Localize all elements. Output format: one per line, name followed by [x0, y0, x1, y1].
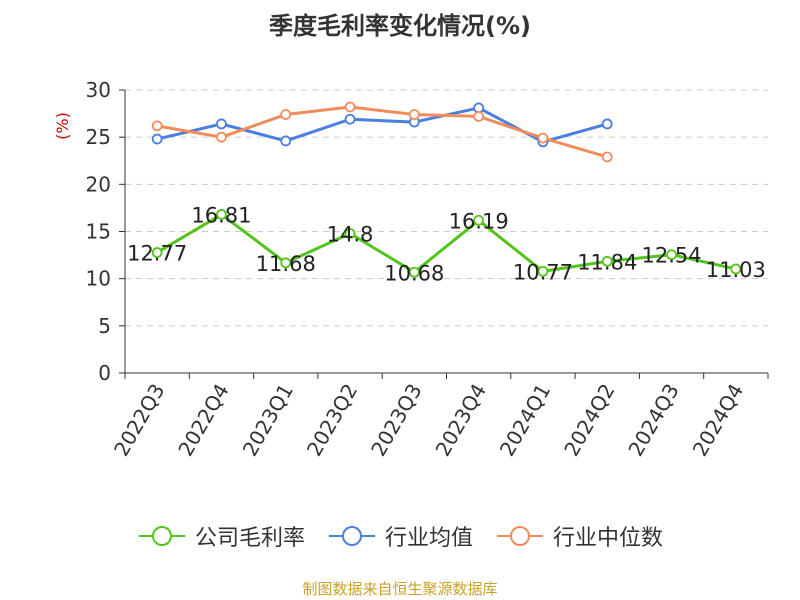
data-label: 11.84 — [577, 250, 637, 274]
data-point — [280, 257, 292, 269]
data-point — [601, 118, 613, 130]
data-point — [601, 151, 613, 163]
legend-label: 公司毛利率 — [194, 526, 305, 551]
data-point — [344, 101, 356, 113]
y-tick-label: 30 — [86, 78, 111, 102]
data-point — [216, 209, 227, 220]
x-tick-label: 2023Q1 — [238, 380, 298, 461]
data-label: 12.77 — [127, 242, 187, 266]
legend-swatch — [497, 526, 543, 546]
data-point — [344, 227, 356, 239]
legend-swatch — [138, 526, 185, 546]
legend: 公司毛利率 行业均值 行业中位数 — [0, 520, 800, 552]
legend-swatch-marker — [510, 526, 530, 546]
data-label: 12.54 — [641, 244, 701, 268]
data-point — [730, 263, 742, 275]
series-line — [156, 212, 737, 274]
chart-title: 季度毛利率变化情况(%) — [269, 12, 531, 40]
data-point — [151, 133, 163, 145]
source-note: 制图数据来自恒生聚源数据库 — [302, 580, 498, 598]
y-tick-label: 25 — [86, 125, 111, 149]
grid-layer — [125, 89, 768, 327]
legend-label: 行业中位数 — [553, 526, 664, 551]
x-tick-label: 2023Q3 — [366, 380, 426, 461]
series-layer — [151, 101, 742, 278]
data-point — [344, 113, 356, 125]
y-tick-label: 0 — [98, 361, 111, 385]
legend-swatch — [328, 526, 375, 546]
data-point — [151, 120, 163, 132]
x-tick-label: 2024Q4 — [688, 380, 748, 461]
x-tick-label: 2024Q1 — [495, 380, 555, 461]
data-point — [280, 135, 292, 147]
y-axis-label: (%) — [53, 112, 72, 140]
series-line — [156, 106, 608, 144]
data-label: 16.19 — [449, 209, 509, 233]
data-label: 11.03 — [706, 258, 766, 282]
data-point — [216, 131, 227, 143]
legend-item[interactable]: 行业均值 — [327, 520, 473, 552]
legend-swatch-marker — [151, 526, 172, 546]
data-label: 11.68 — [256, 252, 316, 276]
data-label: 10.77 — [513, 260, 573, 284]
x-tick-label: 2024Q2 — [559, 380, 619, 461]
x-tick-label: 2023Q2 — [302, 380, 362, 461]
legend-item[interactable]: 公司毛利率 — [137, 520, 305, 552]
legend-label: 行业均值 — [384, 526, 473, 551]
data-point — [408, 266, 420, 278]
data-point — [666, 249, 677, 261]
data-point — [216, 118, 227, 130]
data-point — [408, 109, 420, 120]
x-tick-label: 2023Q4 — [431, 380, 491, 461]
y-tick-label: 15 — [86, 220, 111, 244]
data-point — [473, 214, 485, 226]
y-tick-label: 5 — [98, 314, 111, 338]
y-tick-label: 10 — [86, 267, 111, 291]
y-tick-label: 20 — [86, 172, 111, 196]
data-label: 16.81 — [191, 203, 251, 227]
legend-item[interactable]: 行业中位数 — [495, 520, 663, 552]
x-tick-label: 2024Q3 — [623, 380, 683, 461]
data-point — [280, 109, 292, 120]
data-point — [537, 132, 549, 144]
data-point — [473, 111, 485, 122]
x-tick-label: 2022Q4 — [173, 380, 233, 461]
legend-swatch-marker — [341, 526, 362, 546]
data-point — [601, 255, 613, 267]
data-point — [537, 266, 549, 277]
series-line — [156, 105, 608, 159]
x-tick-label: 2022Q3 — [109, 380, 169, 461]
data-point — [151, 247, 163, 258]
data-label: 10.68 — [384, 261, 444, 285]
data-label: 14.8 — [327, 222, 374, 246]
